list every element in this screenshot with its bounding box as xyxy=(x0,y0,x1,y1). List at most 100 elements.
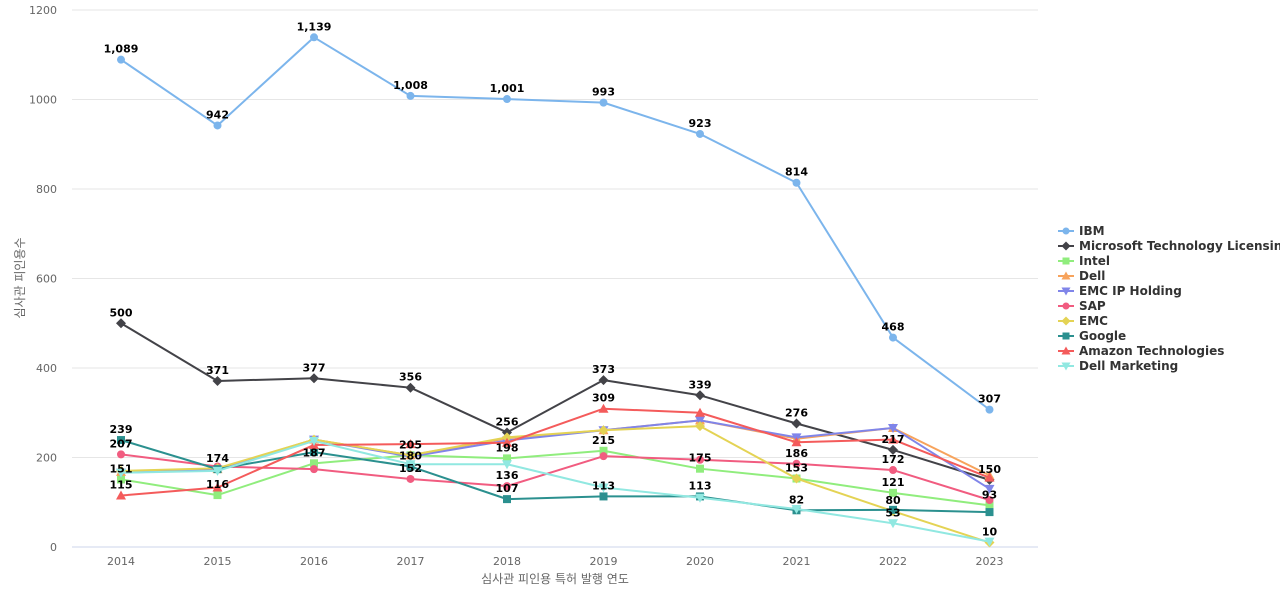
data-point[interactable] xyxy=(503,454,511,463)
data-point[interactable] xyxy=(598,403,609,413)
series-line[interactable] xyxy=(120,449,990,507)
legend-marker[interactable] xyxy=(1061,316,1071,326)
data-point[interactable] xyxy=(984,537,995,547)
series-line[interactable] xyxy=(120,439,990,514)
data-point[interactable] xyxy=(598,483,609,493)
data-point[interactable] xyxy=(503,482,511,491)
data-point[interactable] xyxy=(116,318,126,329)
series-line[interactable] xyxy=(120,425,990,544)
data-point[interactable] xyxy=(888,423,898,433)
data-point[interactable] xyxy=(695,493,705,503)
data-point[interactable] xyxy=(502,437,512,447)
legend-marker[interactable] xyxy=(1062,332,1070,340)
legend-item[interactable]: IBM xyxy=(1058,224,1105,238)
data-point[interactable] xyxy=(888,519,898,529)
data-point[interactable] xyxy=(889,333,897,342)
data-point[interactable] xyxy=(117,55,125,64)
legend-item[interactable]: EMC xyxy=(1058,314,1108,328)
data-point[interactable] xyxy=(117,450,125,459)
data-point[interactable] xyxy=(310,459,318,468)
data-point[interactable] xyxy=(792,459,801,468)
data-point[interactable] xyxy=(791,504,802,514)
data-point[interactable] xyxy=(310,448,318,457)
series-line[interactable] xyxy=(120,36,991,411)
data-point[interactable] xyxy=(889,488,897,497)
data-point[interactable] xyxy=(309,436,319,446)
data-point[interactable] xyxy=(791,437,802,447)
data-point[interactable] xyxy=(599,452,608,461)
legend-item[interactable]: EMC IP Holding xyxy=(1058,284,1182,298)
legend-item[interactable]: Google xyxy=(1058,329,1126,343)
series-sap[interactable] xyxy=(117,450,994,505)
data-point[interactable] xyxy=(696,464,704,473)
data-point[interactable] xyxy=(599,492,608,501)
data-point[interactable] xyxy=(406,474,415,483)
data-point[interactable] xyxy=(791,473,802,484)
data-point[interactable] xyxy=(888,434,898,444)
data-point[interactable] xyxy=(405,450,416,461)
legend-marker[interactable] xyxy=(1061,241,1071,251)
data-point[interactable] xyxy=(792,178,801,187)
data-point[interactable] xyxy=(213,121,222,130)
data-point[interactable] xyxy=(791,418,802,429)
data-point[interactable] xyxy=(117,436,125,445)
data-point[interactable] xyxy=(889,466,897,475)
data-point[interactable] xyxy=(889,505,897,514)
legend-marker[interactable] xyxy=(1062,257,1070,265)
data-point[interactable] xyxy=(695,416,705,426)
series-amazon-technologies[interactable] xyxy=(116,403,995,500)
data-point[interactable] xyxy=(985,501,994,510)
data-point[interactable] xyxy=(985,508,994,517)
data-point[interactable] xyxy=(405,439,416,449)
data-point[interactable] xyxy=(310,33,318,42)
data-point[interactable] xyxy=(985,405,994,414)
data-point[interactable] xyxy=(502,460,512,470)
legend-item[interactable]: Intel xyxy=(1058,254,1110,268)
data-point[interactable] xyxy=(405,382,416,393)
data-point[interactable] xyxy=(116,490,126,500)
legend-marker[interactable] xyxy=(1061,287,1071,296)
legend-marker[interactable] xyxy=(1061,346,1071,355)
data-point[interactable] xyxy=(985,496,994,505)
data-point[interactable] xyxy=(696,455,704,464)
series-microsoft-technology-licensing[interactable] xyxy=(116,318,995,485)
data-point[interactable] xyxy=(984,472,995,482)
data-point[interactable] xyxy=(598,375,609,386)
data-point[interactable] xyxy=(406,91,415,100)
data-point[interactable] xyxy=(695,421,705,432)
data-point[interactable] xyxy=(309,373,319,384)
data-point[interactable] xyxy=(310,465,318,474)
data-point[interactable] xyxy=(984,484,995,494)
data-point[interactable] xyxy=(212,466,223,476)
legend-marker[interactable] xyxy=(1061,362,1071,371)
series-line[interactable] xyxy=(120,407,990,497)
legend-item[interactable]: Dell Marketing xyxy=(1058,359,1178,373)
data-point[interactable] xyxy=(503,495,511,504)
legend-item[interactable]: Microsoft Technology Licensing xyxy=(1058,239,1280,253)
data-point[interactable] xyxy=(695,407,705,417)
legend-marker[interactable] xyxy=(1061,271,1071,280)
data-point[interactable] xyxy=(695,390,705,401)
legend-item[interactable]: Amazon Technologies xyxy=(1058,344,1224,358)
data-point[interactable] xyxy=(212,482,223,492)
data-point[interactable] xyxy=(116,468,126,478)
data-point[interactable] xyxy=(213,491,222,500)
data-point[interactable] xyxy=(502,432,512,443)
data-point[interactable] xyxy=(212,375,223,386)
data-point[interactable] xyxy=(599,98,608,107)
data-point[interactable] xyxy=(888,444,898,455)
series-ibm[interactable] xyxy=(117,33,994,414)
legend-item[interactable]: Dell xyxy=(1058,269,1105,283)
series-line[interactable] xyxy=(120,453,990,501)
data-point[interactable] xyxy=(696,129,704,138)
data-point[interactable] xyxy=(405,460,416,470)
series-line[interactable] xyxy=(120,439,990,543)
series-line[interactable] xyxy=(120,322,990,481)
legend-marker[interactable] xyxy=(1062,302,1070,310)
data-point[interactable] xyxy=(117,475,125,484)
data-point[interactable] xyxy=(598,425,609,436)
data-point[interactable] xyxy=(599,446,608,455)
data-point[interactable] xyxy=(503,95,511,104)
legend-marker[interactable] xyxy=(1062,227,1070,235)
